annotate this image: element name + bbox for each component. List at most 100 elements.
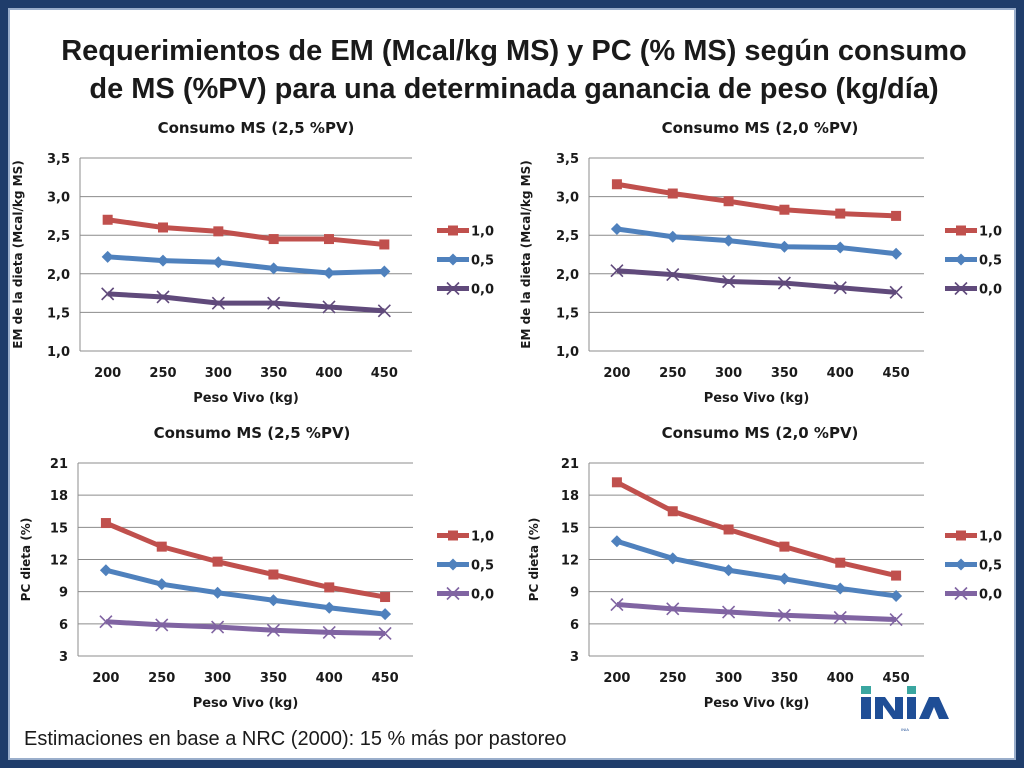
x-tick-label: 250: [659, 366, 686, 381]
data-point: [666, 268, 680, 282]
legend-label: 0,5: [471, 559, 494, 574]
series-line-1,0: [616, 181, 897, 219]
x-tick-label: 200: [603, 366, 630, 381]
data-point: [266, 623, 280, 637]
data-point: [889, 612, 903, 627]
data-point: [666, 230, 679, 243]
x-tick-label: 300: [204, 671, 231, 686]
data-point: [777, 276, 791, 290]
inia-logo: INIA: [861, 686, 949, 732]
data-point: [835, 208, 846, 219]
data-point: [324, 582, 335, 593]
y-tick-label: 3,5: [47, 152, 70, 167]
y-tick-label: 21: [50, 457, 68, 472]
x-tick-label: 350: [260, 671, 287, 686]
y-tick-label: 3: [59, 650, 68, 665]
x-tick-label: 450: [372, 671, 399, 686]
x-tick-label: 300: [715, 671, 742, 686]
chart-title: Consumo MS (2,5 %PV): [154, 424, 351, 442]
x-tick-label: 250: [148, 671, 175, 686]
data-point: [611, 477, 622, 488]
legend-label: 0,0: [979, 588, 1002, 603]
data-point: [267, 594, 280, 607]
data-point: [610, 535, 623, 548]
legend-label: 0,5: [979, 559, 1002, 574]
data-point: [378, 626, 392, 641]
legend-label: 1,0: [471, 530, 494, 545]
data-point: [723, 196, 734, 207]
legend-label: 1,0: [979, 530, 1002, 545]
data-point: [101, 287, 115, 301]
data-point: [889, 285, 903, 299]
data-point: [268, 234, 279, 245]
legend-marker: [447, 558, 459, 571]
series-line-0,5: [616, 226, 897, 257]
y-tick-label: 2,0: [556, 268, 579, 283]
y-tick-label: 9: [570, 586, 579, 601]
legend-label: 0,5: [471, 254, 494, 269]
y-tick-label: 15: [50, 521, 68, 536]
data-point: [891, 570, 902, 581]
legend-marker: [956, 530, 966, 541]
data-point: [267, 296, 281, 310]
series-line-0,0: [616, 268, 897, 295]
series-line-0,0: [616, 602, 897, 623]
y-tick-label: 18: [561, 489, 579, 504]
data-point: [102, 214, 113, 225]
x-tick-label: 450: [883, 366, 910, 381]
footnote: Estimaciones en base a NRC (2000): 15 % …: [24, 728, 567, 750]
legend-marker: [447, 253, 459, 266]
legend-marker: [956, 225, 966, 236]
data-point: [667, 506, 678, 517]
legend-label: 0,0: [471, 283, 494, 298]
data-point: [610, 264, 624, 278]
data-point: [211, 296, 225, 310]
legend-label: 0,0: [979, 283, 1002, 298]
data-point: [158, 222, 168, 233]
data-point: [156, 290, 170, 304]
x-tick-label: 300: [205, 366, 232, 381]
data-point: [779, 541, 790, 552]
y-tick-label: 3: [570, 650, 579, 665]
data-point: [322, 625, 336, 639]
x-tick-label: 400: [827, 671, 854, 686]
data-point: [322, 300, 336, 314]
data-point: [778, 240, 791, 253]
x-tick-label: 250: [149, 366, 176, 381]
data-point: [835, 557, 846, 568]
data-point: [211, 586, 224, 599]
chart-pc-20: Consumo MS (2,0 %PV) 3 6 9 12 15 18 21 200 250 300…: [527, 424, 1002, 711]
data-point: [211, 620, 225, 634]
y-axis-label: PC dieta (%): [19, 518, 33, 602]
legend-marker: [448, 225, 458, 236]
y-tick-label: 2,5: [556, 229, 579, 244]
y-tick-label: 9: [59, 586, 68, 601]
x-tick-label: 350: [771, 366, 798, 381]
series-line-0,0: [107, 291, 385, 314]
chart-title: Consumo MS (2,0 %PV): [662, 424, 859, 442]
data-point: [834, 582, 847, 595]
y-tick-label: 1,0: [556, 345, 579, 360]
chart-em-20: Consumo MS (2,0 %PV) 1,0 1,5 2,0 2,5 3,0 3,5 20…: [519, 119, 1002, 406]
legend-marker: [954, 281, 968, 296]
y-tick-label: 1,5: [556, 306, 579, 321]
data-point: [723, 524, 734, 535]
data-point: [323, 601, 336, 614]
series-line-0,0: [105, 619, 386, 636]
data-point: [667, 188, 678, 199]
y-tick-label: 21: [561, 457, 579, 472]
legend-label: 1,0: [471, 225, 494, 240]
data-point: [323, 267, 335, 280]
legend-marker: [955, 558, 967, 571]
slide-title: Requerimientos de EM (Mcal/kg MS) y PC (…: [10, 32, 1018, 108]
x-tick-label: 200: [94, 366, 121, 381]
data-point: [380, 592, 391, 603]
data-point: [610, 223, 623, 236]
y-tick-label: 12: [561, 554, 579, 569]
data-point: [99, 615, 113, 629]
series-line-0,5: [105, 567, 386, 617]
data-point: [101, 250, 114, 263]
data-point: [666, 602, 680, 616]
x-tick-label: 400: [316, 671, 343, 686]
x-tick-label: 200: [92, 671, 119, 686]
